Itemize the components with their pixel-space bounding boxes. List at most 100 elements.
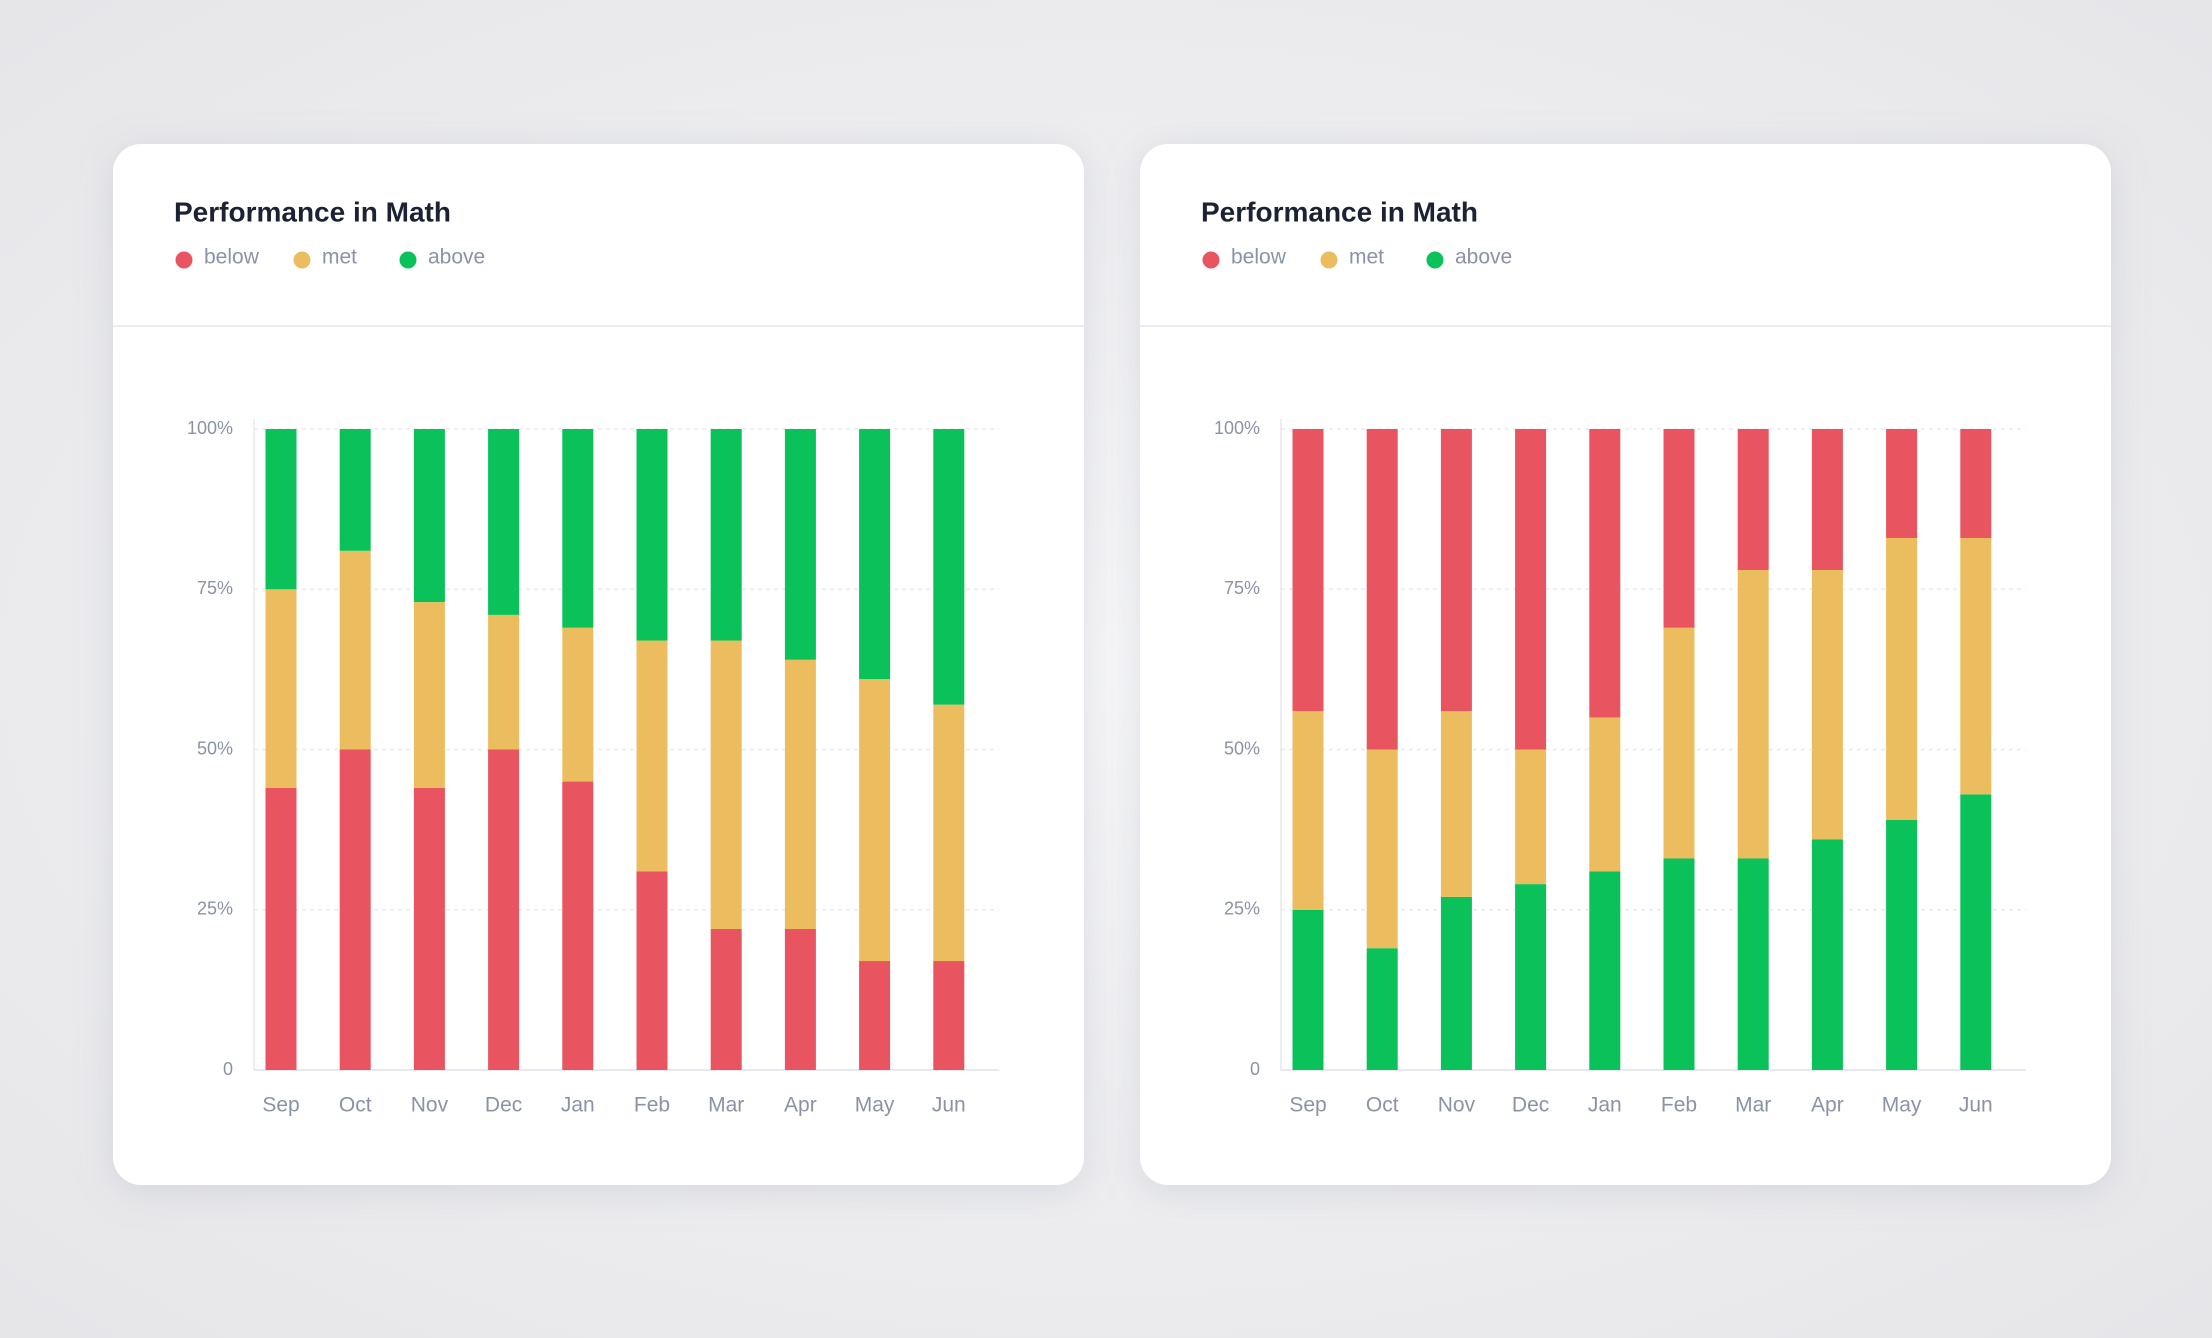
x-tick-label: Dec xyxy=(1512,1094,1549,1117)
x-tick-label: Apr xyxy=(1811,1094,1844,1117)
bar-segment xyxy=(933,429,965,705)
bar-segment xyxy=(1886,537,1918,821)
legend-label: met xyxy=(322,246,357,269)
bar-segment xyxy=(1292,909,1324,1070)
bar-segment xyxy=(339,749,371,1070)
y-tick-label: 50% xyxy=(197,738,233,758)
x-tick-label: Mar xyxy=(708,1094,744,1117)
bar-segment xyxy=(488,749,520,1070)
bar-segment xyxy=(1663,858,1695,1070)
legend-label: above xyxy=(428,246,485,269)
bar-segment xyxy=(1960,537,1992,795)
bar-segment xyxy=(636,429,668,641)
bar-segment xyxy=(859,961,891,1070)
bar-segment xyxy=(1737,429,1769,571)
bar-segment xyxy=(1811,839,1843,1070)
x-tick-label: Sep xyxy=(262,1094,299,1117)
x-tick-label: Feb xyxy=(634,1094,670,1117)
bar-segment xyxy=(1589,429,1621,718)
x-tick-label: Dec xyxy=(485,1094,522,1117)
bar-segment xyxy=(636,871,668,1070)
legend-marker xyxy=(1202,251,1220,269)
x-tick-label: Oct xyxy=(339,1094,372,1117)
x-tick-label: Feb xyxy=(1661,1094,1697,1117)
bar-segment xyxy=(413,429,445,603)
bar-segment xyxy=(1440,429,1472,712)
bar-segment xyxy=(265,589,297,788)
legend-marker xyxy=(1426,251,1444,269)
legend-marker xyxy=(293,251,311,269)
legend-label: above xyxy=(1455,246,1512,269)
bar-segment xyxy=(1366,948,1398,1070)
x-tick-label: Oct xyxy=(1366,1094,1399,1117)
bar-segment xyxy=(265,429,297,590)
chart-title: Performance in Math xyxy=(174,196,451,227)
bar-segment xyxy=(1440,896,1472,1070)
bar-segment xyxy=(339,429,371,551)
bar-segment xyxy=(339,550,371,750)
bar-segment xyxy=(1440,711,1472,897)
bar-segment xyxy=(1366,429,1398,750)
y-tick-label: 100% xyxy=(1214,418,1260,438)
bar-segment xyxy=(933,961,965,1070)
bar-segment xyxy=(1886,429,1918,538)
bar-segment xyxy=(1663,627,1695,859)
bar-segment xyxy=(859,429,891,679)
bar-segment xyxy=(1960,429,1992,538)
x-tick-label: Nov xyxy=(411,1094,449,1117)
y-tick-label: 100% xyxy=(187,418,233,438)
bar-segment xyxy=(562,627,594,782)
x-tick-label: Jan xyxy=(561,1094,595,1117)
bar-segment xyxy=(1292,711,1324,910)
x-tick-label: May xyxy=(1882,1094,1922,1117)
bar-segment xyxy=(636,640,668,872)
bar-segment xyxy=(1366,749,1398,949)
bar-segment xyxy=(1811,429,1843,571)
bar-segment xyxy=(488,429,520,615)
bar-segment xyxy=(1515,884,1547,1070)
bar-segment xyxy=(784,659,816,929)
x-tick-label: Jan xyxy=(1588,1094,1622,1117)
x-tick-label: May xyxy=(855,1094,895,1117)
bar-segment xyxy=(1292,429,1324,712)
bar-segment xyxy=(1811,570,1843,840)
y-tick-label: 0 xyxy=(1250,1059,1260,1079)
bar-segment xyxy=(1589,871,1621,1070)
bar-segment xyxy=(1737,570,1769,859)
x-tick-label: Nov xyxy=(1438,1094,1476,1117)
legend-marker xyxy=(175,251,193,269)
bar-segment xyxy=(562,781,594,1070)
bar-segment xyxy=(413,602,445,788)
y-tick-label: 50% xyxy=(1224,738,1260,758)
bar-segment xyxy=(1737,858,1769,1070)
legend-marker xyxy=(1320,251,1338,269)
bar-segment xyxy=(1960,794,1992,1070)
y-tick-label: 0 xyxy=(223,1059,233,1079)
bar-segment xyxy=(1515,429,1547,750)
bar-segment xyxy=(710,640,742,929)
x-tick-label: Sep xyxy=(1289,1094,1326,1117)
bar-segment xyxy=(784,429,816,660)
bar-segment xyxy=(710,429,742,641)
legend-label: below xyxy=(1231,246,1287,269)
x-tick-label: Jun xyxy=(932,1094,966,1117)
legend-label: below xyxy=(204,246,260,269)
y-tick-label: 75% xyxy=(197,578,233,598)
bar-segment xyxy=(784,928,816,1070)
bar-segment xyxy=(1886,820,1918,1070)
bar-segment xyxy=(933,704,965,962)
bar-segment xyxy=(1589,717,1621,872)
x-tick-label: Apr xyxy=(784,1094,817,1117)
legend-marker xyxy=(399,251,417,269)
bar-segment xyxy=(488,614,520,750)
y-tick-label: 75% xyxy=(1224,578,1260,598)
bar-segment xyxy=(710,928,742,1070)
y-tick-label: 25% xyxy=(197,899,233,919)
x-tick-label: Jun xyxy=(1959,1094,1993,1117)
bar-segment xyxy=(1663,429,1695,628)
bar-segment xyxy=(1515,749,1547,885)
x-tick-label: Mar xyxy=(1735,1094,1771,1117)
bar-segment xyxy=(265,787,297,1070)
